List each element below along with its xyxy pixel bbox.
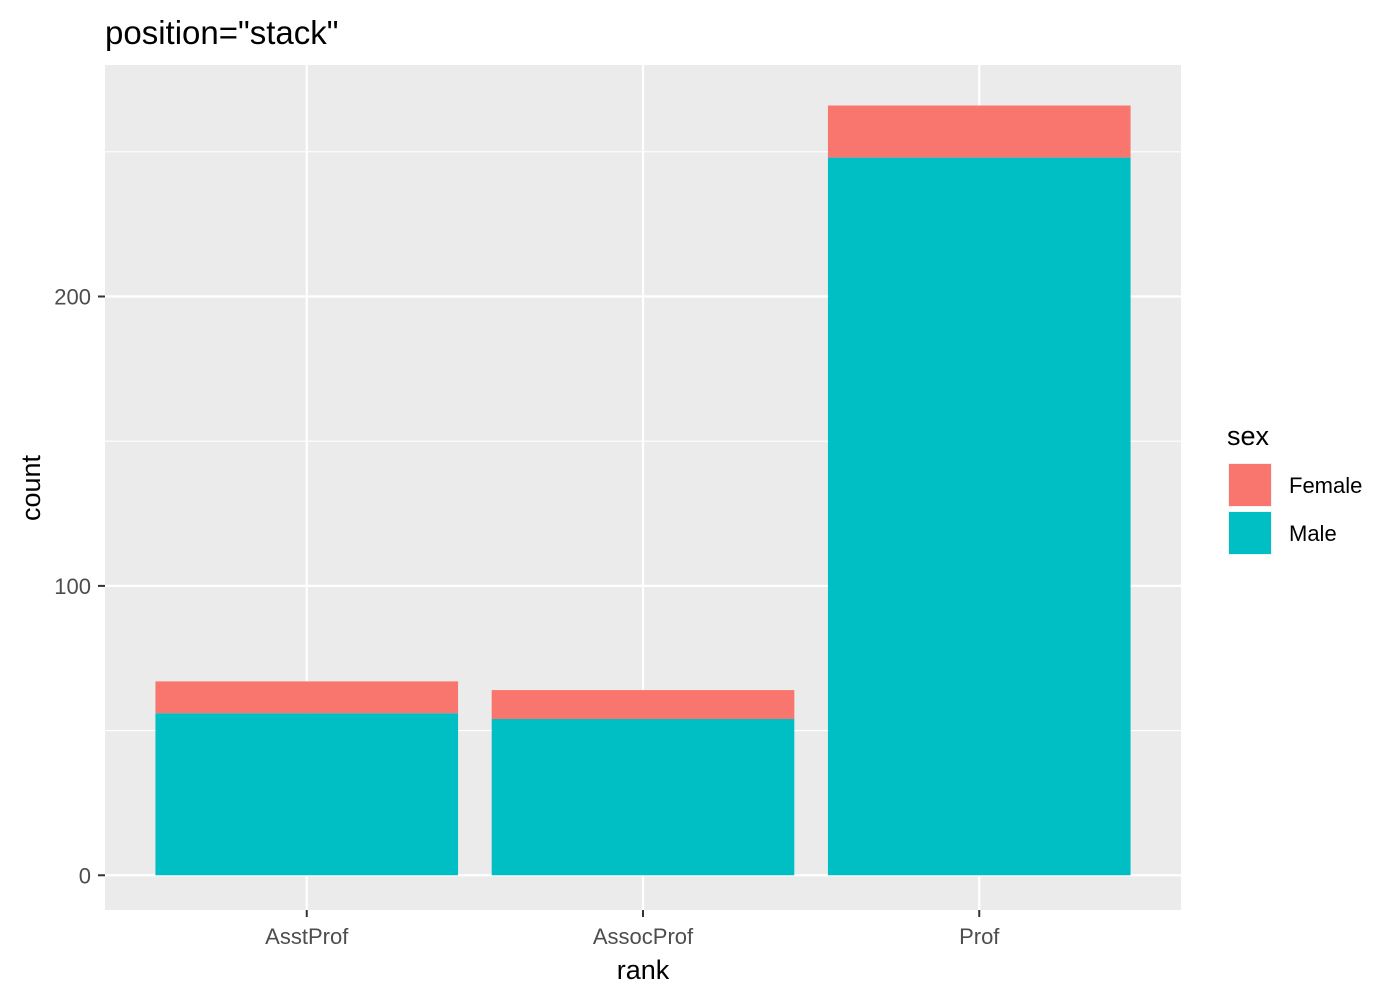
x-axis: AsstProf AssocProf Prof xyxy=(265,910,1000,949)
legend-title: sex xyxy=(1227,421,1270,451)
x-tick-label: AssocProf xyxy=(593,924,694,949)
legend-swatch-female xyxy=(1229,464,1271,506)
bar-male-asstprof xyxy=(155,713,459,876)
chart-title: position="stack" xyxy=(105,14,338,51)
x-tick-label: Prof xyxy=(959,924,1000,949)
bar-male-prof xyxy=(827,157,1131,876)
y-tick-label: 200 xyxy=(54,285,91,310)
bar-female-prof xyxy=(827,105,1131,158)
legend-label-female: Female xyxy=(1289,473,1362,498)
legend-label-male: Male xyxy=(1289,521,1337,546)
y-tick-label: 100 xyxy=(54,574,91,599)
bar-female-assocprof xyxy=(491,690,795,720)
bar-female-asstprof xyxy=(155,681,459,714)
bars xyxy=(155,105,1131,876)
y-axis-title: count xyxy=(16,454,46,521)
y-tick-label: 0 xyxy=(79,863,91,888)
x-tick-label: AsstProf xyxy=(265,924,349,949)
bar-male-assocprof xyxy=(491,719,795,876)
y-axis: 0 100 200 xyxy=(54,285,105,888)
x-axis-title: rank xyxy=(617,955,670,985)
legend: sex Female Male xyxy=(1227,421,1362,555)
legend-swatch-male xyxy=(1229,512,1271,554)
